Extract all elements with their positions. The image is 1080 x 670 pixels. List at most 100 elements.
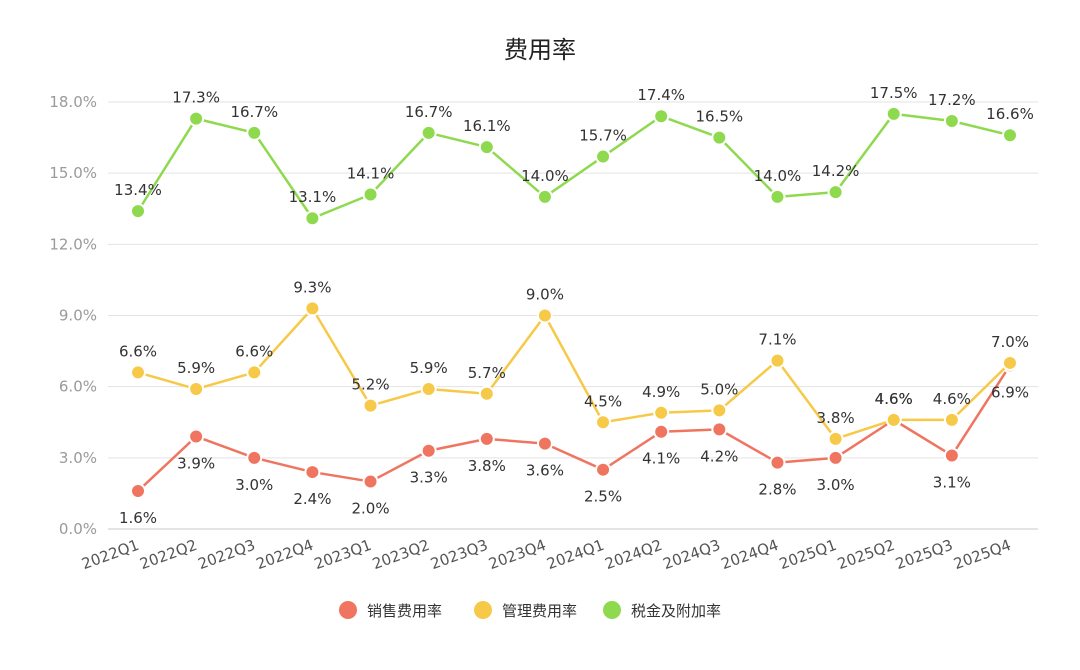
series-3 <box>130 105 1018 227</box>
data-point[interactable] <box>246 449 263 466</box>
data-point[interactable] <box>595 414 612 431</box>
data-label: 5.2% <box>351 376 389 394</box>
x-tick-label: 2023Q3 <box>428 536 490 573</box>
data-point[interactable] <box>769 454 786 471</box>
data-point[interactable] <box>711 402 728 419</box>
data-point[interactable] <box>536 435 553 452</box>
data-point[interactable] <box>769 352 786 369</box>
legend-item-1[interactable]: 销售费用率 <box>339 601 442 620</box>
data-label: 5.7% <box>468 364 506 382</box>
x-tick-label: 2022Q1 <box>79 536 141 573</box>
data-point[interactable] <box>536 188 553 205</box>
data-point[interactable] <box>478 139 495 156</box>
series-line <box>137 307 1011 441</box>
data-label: 6.9% <box>991 383 1029 401</box>
data-point[interactable] <box>943 447 960 464</box>
data-label: 5.9% <box>410 359 448 377</box>
data-point[interactable] <box>246 124 263 141</box>
data-point[interactable] <box>595 148 612 165</box>
data-point[interactable] <box>362 186 379 203</box>
data-label: 14.1% <box>347 165 395 183</box>
x-tick-label: 2024Q1 <box>544 536 606 573</box>
data-point[interactable] <box>188 428 205 445</box>
y-tick-label: 9.0% <box>59 307 97 325</box>
data-label: 4.9% <box>642 383 680 401</box>
data-point[interactable] <box>827 184 844 201</box>
data-point[interactable] <box>1002 127 1018 144</box>
data-point[interactable] <box>130 483 146 500</box>
data-point[interactable] <box>420 124 437 141</box>
data-label: 3.6% <box>526 462 564 480</box>
legend: 销售费用率 管理费用率 税金及附加率 <box>339 601 721 620</box>
legend-label: 管理费用率 <box>502 602 577 620</box>
data-point[interactable] <box>130 364 146 381</box>
data-point[interactable] <box>711 129 728 146</box>
x-tick-label: 2025Q3 <box>893 536 955 573</box>
y-axis-ticks: 0.0% 3.0% 6.0% 9.0% 12.0% 15.0% 18.0% <box>49 93 97 538</box>
data-label: 6.6% <box>119 342 157 360</box>
data-point[interactable] <box>362 397 379 414</box>
data-point[interactable] <box>827 449 844 466</box>
data-point[interactable] <box>246 364 263 381</box>
data-point[interactable] <box>653 108 670 125</box>
data-point[interactable] <box>885 105 902 122</box>
data-point[interactable] <box>1002 354 1018 371</box>
data-point[interactable] <box>653 423 670 440</box>
data-point[interactable] <box>420 442 437 459</box>
data-label: 4.2% <box>700 447 738 465</box>
data-label: 16.7% <box>405 103 453 121</box>
data-point[interactable] <box>130 203 146 220</box>
data-point[interactable] <box>478 385 495 402</box>
x-axis-ticks: 2022Q12022Q22022Q32022Q42023Q12023Q22023… <box>79 536 1013 573</box>
data-label: 2.4% <box>293 490 331 508</box>
legend-label: 税金及附加率 <box>631 602 721 620</box>
data-point[interactable] <box>478 430 495 447</box>
data-point[interactable] <box>536 307 553 324</box>
data-label: 3.1% <box>933 473 971 491</box>
data-label: 17.4% <box>637 86 685 104</box>
data-point[interactable] <box>188 381 205 398</box>
data-point[interactable] <box>362 473 379 490</box>
data-label: 16.7% <box>230 103 278 121</box>
data-label: 1.6% <box>119 509 157 527</box>
data-point[interactable] <box>304 210 321 227</box>
data-labels: 1.6% 3.9% 3.0% 2.4% 2.0% 3.3% 3.8% 3.6% 2.5% 4.1%… <box>114 84 1034 527</box>
x-tick-label: 2024Q3 <box>661 536 723 573</box>
series-layer <box>130 105 1018 500</box>
data-point[interactable] <box>943 112 960 129</box>
data-label: 3.9% <box>177 454 215 472</box>
data-point[interactable] <box>943 411 960 428</box>
x-tick-label: 2025Q1 <box>777 536 839 573</box>
data-label: 17.2% <box>928 91 976 109</box>
data-point[interactable] <box>769 188 786 205</box>
data-point[interactable] <box>711 421 728 438</box>
legend-marker <box>339 601 357 619</box>
x-tick-label: 2023Q1 <box>312 536 374 573</box>
data-point[interactable] <box>304 300 321 317</box>
data-label: 3.3% <box>410 469 448 487</box>
data-point[interactable] <box>304 464 321 481</box>
series-line <box>137 364 1012 492</box>
data-point[interactable] <box>188 110 205 127</box>
data-point[interactable] <box>595 461 612 478</box>
data-point[interactable] <box>653 404 670 421</box>
data-point[interactable] <box>827 430 844 447</box>
data-point[interactable] <box>885 411 902 428</box>
x-tick-label: 2022Q3 <box>196 536 258 573</box>
x-tick-label: 2023Q2 <box>370 536 432 573</box>
x-tick-label: 2024Q4 <box>719 536 781 573</box>
legend-item-2[interactable]: 管理费用率 <box>474 601 577 620</box>
y-tick-label: 0.0% <box>59 520 97 538</box>
data-label: 7.0% <box>991 333 1029 351</box>
data-label: 6.6% <box>235 342 273 360</box>
data-point[interactable] <box>420 381 437 398</box>
data-label: 15.7% <box>579 127 627 145</box>
legend-label: 销售费用率 <box>367 602 442 620</box>
data-label: 16.1% <box>463 117 511 135</box>
chart-title: 费用率 <box>504 36 576 64</box>
x-tick-label: 2025Q2 <box>835 536 897 573</box>
data-label: 13.1% <box>289 188 337 206</box>
data-label: 16.5% <box>696 108 744 126</box>
legend-item-3[interactable]: 税金及附加率 <box>603 601 721 620</box>
